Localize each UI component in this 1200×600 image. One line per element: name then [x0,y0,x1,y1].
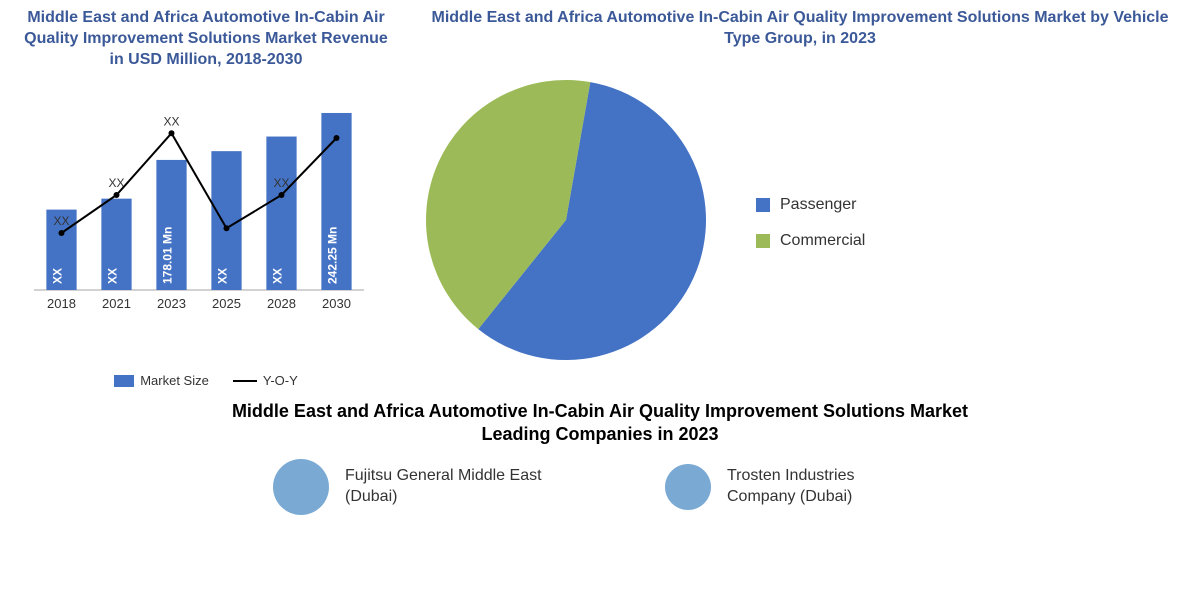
pie-legend-label: Commercial [780,232,865,250]
pie-legend-item: Passenger [756,196,1184,214]
legend-label-yoy: Y-O-Y [263,373,298,388]
pie-chart-svg [416,70,716,370]
company-label: Trosten Industries Company (Dubai) [727,466,927,508]
companies-title: Middle East and Africa Automotive In-Cab… [200,400,1000,447]
bar-chart-legend: Market Size Y-O-Y [16,373,396,388]
bar-chart-title: Middle East and Africa Automotive In-Cab… [16,8,396,70]
pie-legend-swatch [756,234,770,248]
legend-line-yoy [233,380,257,382]
infographic-container: Middle East and Africa Automotive In-Cab… [0,0,1200,600]
company-circle-icon [273,459,329,515]
pie-legend-swatch [756,198,770,212]
pie-legend-item: Commercial [756,232,1184,250]
legend-market-size: Market Size [114,373,209,388]
svg-text:2025: 2025 [212,296,241,311]
svg-text:2018: 2018 [47,296,76,311]
svg-text:178.01 Mn: 178.01 Mn [161,227,175,284]
legend-yoy: Y-O-Y [233,373,298,388]
svg-text:2030: 2030 [322,296,351,311]
company-item: Trosten Industries Company (Dubai) [665,464,927,510]
svg-text:XX: XX [51,268,65,284]
company-item: Fujitsu General Middle East (Dubai) [273,459,545,515]
companies-row: Fujitsu General Middle East (Dubai) Trost… [273,459,927,515]
svg-text:XX: XX [106,268,120,284]
svg-text:XX: XX [163,115,179,129]
company-circle-icon [665,464,711,510]
svg-text:XX: XX [53,214,69,228]
bar-chart-panel: Middle East and Africa Automotive In-Cab… [16,8,396,388]
svg-text:2028: 2028 [267,296,296,311]
bar-chart-svg: 2018 XX XX 2021 XX XX 2023 178.01 Mn XX 2025 XX 202… [16,78,376,318]
legend-swatch-market-size [114,375,134,387]
pie-legend: Passenger Commercial [716,178,1184,268]
bar-chart-area: 2018 XX XX 2021 XX XX 2023 178.01 Mn XX 2025 XX 202… [16,78,396,371]
company-label: Fujitsu General Middle East (Dubai) [345,466,545,508]
pie-chart-panel: Middle East and Africa Automotive In-Cab… [416,8,1184,388]
top-row: Middle East and Africa Automotive In-Cab… [16,8,1184,388]
svg-text:2023: 2023 [157,296,186,311]
svg-text:242.25 Mn: 242.25 Mn [326,227,340,284]
svg-text:XX: XX [271,268,285,284]
pie-row: Passenger Commercial [416,58,1184,388]
pie-chart-title: Middle East and Africa Automotive In-Cab… [416,8,1184,50]
legend-label-market-size: Market Size [140,373,209,388]
svg-text:XX: XX [216,268,230,284]
companies-panel: Middle East and Africa Automotive In-Cab… [16,388,1184,592]
pie-svg-wrap [416,70,716,375]
svg-text:2021: 2021 [102,296,131,311]
pie-legend-label: Passenger [780,196,857,214]
